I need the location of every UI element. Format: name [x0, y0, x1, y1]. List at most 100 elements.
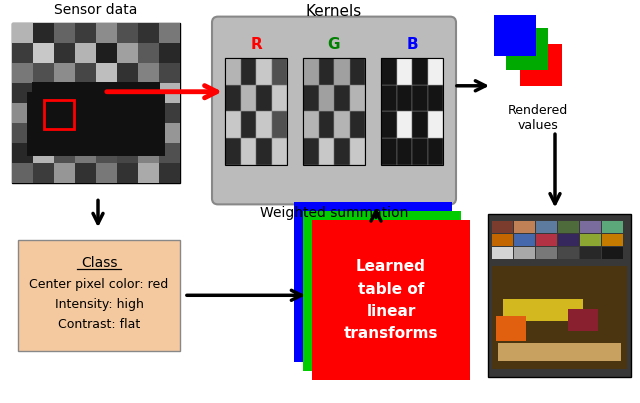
Bar [580, 221, 601, 233]
Bar [75, 143, 96, 163]
Bar [506, 29, 548, 70]
Bar [96, 163, 117, 183]
Bar [54, 62, 75, 83]
Bar [492, 247, 513, 259]
Bar [492, 221, 513, 233]
Bar [117, 123, 138, 143]
Bar [225, 58, 241, 85]
Bar [397, 138, 412, 165]
Text: Rendered
values: Rendered values [508, 104, 568, 131]
Bar [117, 143, 138, 163]
Bar [349, 138, 365, 165]
Bar [138, 83, 159, 103]
Bar [334, 85, 349, 112]
Text: Kernels: Kernels [306, 4, 362, 19]
Bar [27, 92, 165, 156]
Bar [12, 83, 33, 103]
Bar [294, 202, 452, 362]
Bar [536, 221, 557, 233]
Bar [12, 103, 33, 123]
Bar [381, 58, 443, 165]
Bar [225, 112, 241, 138]
Bar [138, 62, 159, 83]
Bar [75, 123, 96, 143]
Bar [381, 58, 397, 85]
Bar [428, 85, 443, 112]
Bar [138, 103, 159, 123]
Bar [117, 62, 138, 83]
Bar [428, 112, 443, 138]
Bar [319, 85, 334, 112]
Bar [12, 143, 33, 163]
Bar [54, 163, 75, 183]
Bar [349, 112, 365, 138]
Bar [580, 247, 601, 259]
Bar [397, 112, 412, 138]
Bar [54, 43, 75, 62]
FancyBboxPatch shape [212, 17, 456, 204]
Bar [558, 234, 579, 246]
Bar [334, 58, 349, 85]
Bar [488, 214, 631, 377]
Bar [75, 62, 96, 83]
Bar [138, 23, 159, 43]
Bar [159, 143, 180, 163]
Bar [498, 343, 621, 361]
Bar [503, 299, 583, 321]
Bar [54, 83, 75, 103]
Bar [558, 221, 579, 233]
Bar [558, 247, 579, 259]
Bar [256, 138, 271, 165]
Bar [602, 234, 623, 246]
Bar [12, 163, 33, 183]
Bar [159, 43, 180, 62]
Bar [96, 62, 117, 83]
Bar [241, 138, 256, 165]
Bar [44, 100, 74, 129]
Bar [117, 23, 138, 43]
Bar [225, 138, 241, 165]
Bar [33, 123, 54, 143]
Bar [303, 112, 319, 138]
Bar [33, 23, 54, 43]
Bar [349, 85, 365, 112]
Bar [225, 85, 241, 112]
Bar [520, 44, 562, 86]
Bar [33, 43, 54, 62]
Text: Class: Class [81, 256, 117, 270]
Bar [54, 123, 75, 143]
Bar [18, 240, 180, 351]
Bar [159, 103, 180, 123]
Bar [54, 23, 75, 43]
Bar [159, 123, 180, 143]
Bar [54, 143, 75, 163]
Text: Weighted summation: Weighted summation [260, 206, 408, 220]
Text: Center pixel color: red
Intensity: high
Contrast: flat: Center pixel color: red Intensity: high … [29, 278, 168, 330]
Bar [117, 103, 138, 123]
Text: Learned
table of
linear
transforms: Learned table of linear transforms [344, 260, 438, 341]
Bar [33, 163, 54, 183]
Bar [117, 83, 138, 103]
Bar [96, 23, 117, 43]
Bar [241, 58, 256, 85]
Bar [96, 83, 117, 103]
Bar [397, 58, 412, 85]
Bar [303, 58, 319, 85]
Bar [241, 112, 256, 138]
Bar [138, 123, 159, 143]
Bar [381, 85, 397, 112]
Bar [312, 220, 470, 380]
Bar [303, 58, 365, 165]
Bar [12, 43, 33, 62]
Bar [75, 163, 96, 183]
Bar [256, 85, 271, 112]
Bar [32, 82, 160, 121]
Bar [492, 266, 627, 370]
Bar [303, 85, 319, 112]
Bar [271, 112, 287, 138]
Text: B: B [406, 37, 418, 52]
Bar [536, 234, 557, 246]
Bar [75, 43, 96, 62]
Bar [12, 62, 33, 83]
Bar [96, 103, 117, 123]
